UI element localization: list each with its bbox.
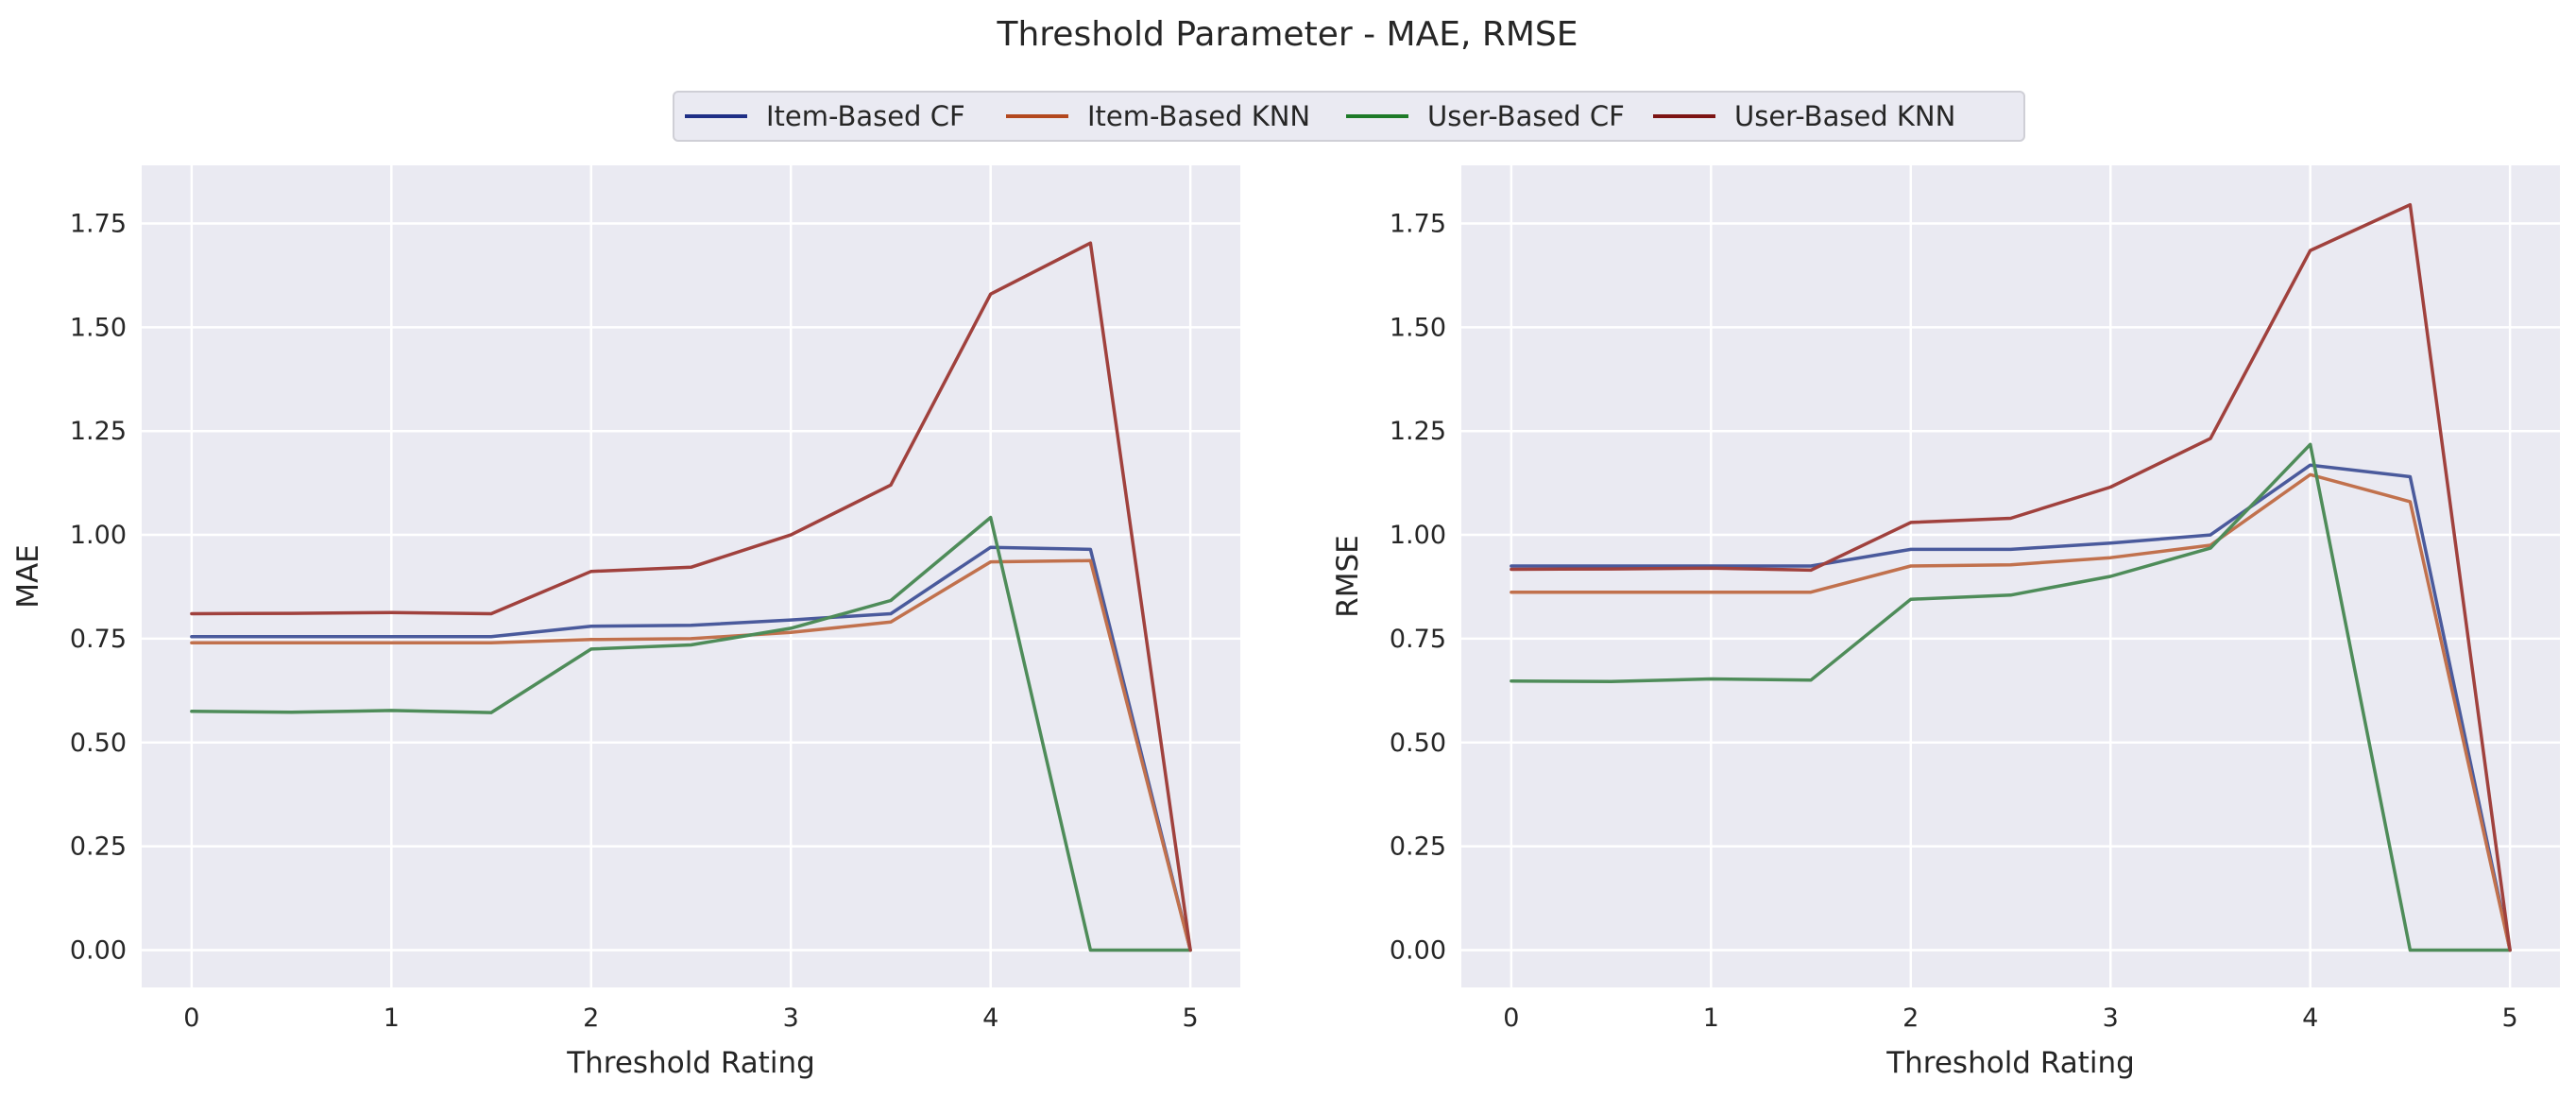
legend-label: Item-Based CF bbox=[766, 100, 965, 132]
y-tick-label: 0.75 bbox=[1390, 625, 1446, 654]
plot-area bbox=[142, 165, 1240, 987]
x-tick-label: 2 bbox=[1902, 1004, 1919, 1033]
x-tick-label: 3 bbox=[2103, 1004, 2119, 1033]
x-axis-label: Threshold Rating bbox=[566, 1046, 815, 1080]
series-line-user-based-knn bbox=[1510, 202, 2512, 952]
y-tick-label: 1.75 bbox=[1390, 210, 1446, 239]
series-line-user-based-knn bbox=[190, 241, 1192, 952]
chart-panel-mae: 0 1 2 3 4 5 0.00 0.25 0.50 0.75 1.00 1.25 1.50 1.75 Th… bbox=[11, 165, 1240, 1080]
series-line-item-based-cf bbox=[1510, 463, 2512, 952]
y-tick-label: 1.25 bbox=[70, 417, 127, 446]
legend-item: Item-Based KNN bbox=[1006, 100, 1310, 132]
y-tick-label: 1.00 bbox=[1390, 521, 1446, 550]
legend-item: User-Based CF bbox=[1346, 100, 1625, 132]
y-tick-label: 0.50 bbox=[1390, 729, 1446, 758]
plot-area bbox=[1461, 165, 2560, 987]
series-line-user-based-cf bbox=[190, 515, 1192, 952]
chart-panel-rmse: 0 1 2 3 4 5 0.00 0.25 0.50 0.75 1.00 1.25 1.50 1.75 Th… bbox=[1331, 165, 2560, 1080]
x-tick-label: 2 bbox=[583, 1004, 599, 1033]
y-tick-label: 0.00 bbox=[1390, 935, 1446, 965]
series-line-user-based-cf bbox=[1510, 442, 2512, 952]
y-axis-label: RMSE bbox=[1331, 535, 1365, 618]
y-tick-label: 1.50 bbox=[1390, 313, 1446, 342]
legend-label: User-Based CF bbox=[1427, 100, 1625, 132]
y-tick-label: 0.25 bbox=[70, 832, 127, 862]
legend-item: Item-Based CF bbox=[685, 100, 965, 132]
x-tick-label: 4 bbox=[2302, 1004, 2318, 1033]
legend-item: User-Based KNN bbox=[1653, 100, 1955, 132]
y-tick-label: 1.75 bbox=[70, 210, 127, 239]
y-tick-label: 0.25 bbox=[1390, 832, 1446, 862]
x-tick-label: 1 bbox=[384, 1004, 400, 1033]
x-tick-label: 4 bbox=[982, 1004, 998, 1033]
figure-title: Threshold Parameter - MAE, RMSE bbox=[996, 15, 1578, 54]
x-tick-label: 5 bbox=[2502, 1004, 2518, 1033]
y-tick-label: 1.00 bbox=[70, 521, 127, 550]
legend-label: Item-Based KNN bbox=[1087, 100, 1310, 132]
legend-label: User-Based KNN bbox=[1734, 100, 1955, 132]
chart-panels: 0 1 2 3 4 5 0.00 0.25 0.50 0.75 1.00 1.25 1.50 1.75 Th… bbox=[11, 165, 2560, 1080]
x-tick-label: 3 bbox=[783, 1004, 799, 1033]
x-tick-label: 0 bbox=[1503, 1004, 1519, 1033]
x-tick-label: 1 bbox=[1703, 1004, 1719, 1033]
x-axis-label: Threshold Rating bbox=[1885, 1046, 2135, 1080]
series-line-item-based-knn bbox=[190, 558, 1192, 952]
y-tick-label: 0.00 bbox=[70, 935, 127, 965]
y-tick-label: 0.50 bbox=[70, 729, 127, 758]
series-line-item-based-cf bbox=[190, 545, 1192, 952]
x-tick-label: 5 bbox=[1183, 1004, 1199, 1033]
legend: Item-Based CF Item-Based KNN User-Based CF… bbox=[673, 91, 2025, 142]
y-tick-label: 1.25 bbox=[1390, 417, 1446, 446]
y-axis-label: MAE bbox=[11, 544, 45, 609]
y-tick-label: 0.75 bbox=[70, 625, 127, 654]
y-tick-label: 1.50 bbox=[70, 313, 127, 342]
series-line-item-based-knn bbox=[1510, 472, 2512, 952]
x-tick-label: 0 bbox=[183, 1004, 199, 1033]
